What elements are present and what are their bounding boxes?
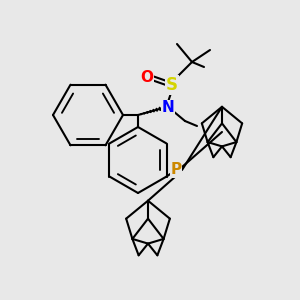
Text: P: P xyxy=(170,163,182,178)
Text: N: N xyxy=(162,100,174,116)
Text: S: S xyxy=(166,76,178,94)
Text: O: O xyxy=(140,70,154,86)
